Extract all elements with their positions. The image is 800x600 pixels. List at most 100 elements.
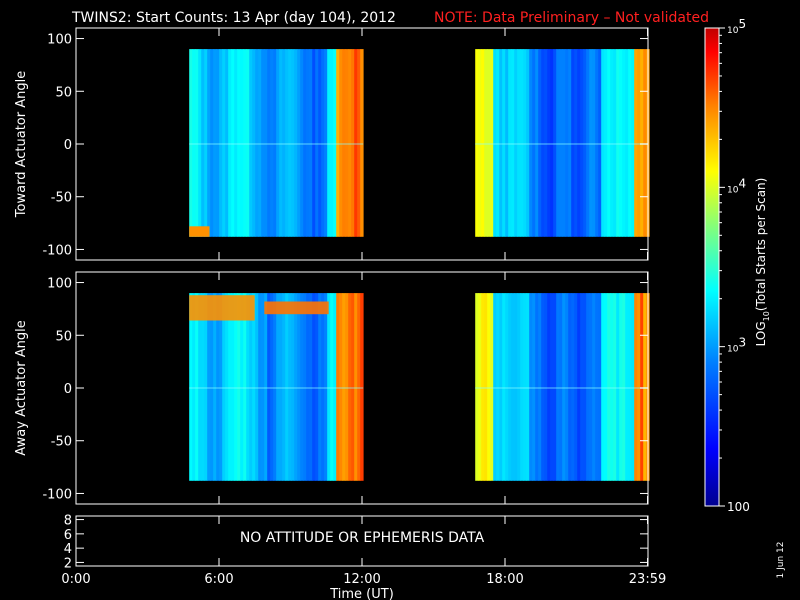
heatmap-column [640, 49, 644, 237]
heatmap-column [598, 293, 602, 481]
heatmap-column [514, 49, 518, 237]
heatmap-column [318, 293, 322, 481]
heatmap-column [207, 49, 211, 237]
heatmap-column [306, 49, 310, 237]
heatmap-column [565, 49, 569, 237]
heatmap-column [481, 293, 485, 481]
heatmap-column [610, 293, 614, 481]
y-tick-label: -50 [51, 191, 72, 206]
heatmap-column [520, 293, 524, 481]
heatmap-column [357, 49, 361, 237]
heatmap-column [294, 49, 298, 237]
heatmap-column [571, 49, 575, 237]
heatmap-column [505, 293, 509, 481]
heatmap-column [493, 49, 497, 237]
heatmap-column [640, 293, 644, 481]
heatmap-column [565, 293, 569, 481]
heatmap-column [204, 49, 208, 237]
heatmap-column [192, 49, 196, 237]
heatmap-column [502, 293, 506, 481]
heatmap-column [547, 49, 551, 237]
heatmap-away [189, 293, 650, 481]
heatmap-column [520, 49, 524, 237]
heatmap-column [210, 293, 214, 481]
heatmap-column [478, 49, 482, 237]
heatmap-column [321, 293, 325, 481]
heatmap-column [345, 293, 349, 481]
heatmap-column [586, 293, 590, 481]
heatmap-column [249, 293, 253, 481]
heatmap-column [493, 293, 497, 481]
heatmap-column [297, 293, 301, 481]
heatmap-column [559, 49, 563, 237]
heatmap-column [607, 49, 611, 237]
heatmap-column [550, 49, 554, 237]
heatmap-column [577, 49, 581, 237]
heatmap-column [613, 293, 617, 481]
heatmap-column [622, 293, 626, 481]
heatmap-column [228, 49, 232, 237]
heatmap-column [634, 49, 638, 237]
x-tick-label: 12:00 [343, 572, 380, 587]
heatmap-column [625, 49, 629, 237]
heatmap-column [321, 49, 325, 237]
heatmap-column [643, 293, 647, 481]
heatmap-column [342, 293, 346, 481]
heatmap-column [535, 49, 539, 237]
heatmap-column [601, 293, 605, 481]
y-tick-label: 100 [47, 33, 72, 48]
heatmap-hot-corner [189, 226, 210, 237]
heatmap-column [553, 49, 557, 237]
heatmap-column [189, 293, 193, 481]
heatmap-column [348, 293, 352, 481]
heatmap-column [589, 293, 593, 481]
heatmap-column [306, 293, 310, 481]
heatmap-column [628, 49, 632, 237]
heatmap-column [234, 293, 238, 481]
colorbar-label-rest: (Total Starts per Scan) [754, 178, 768, 312]
heatmap-column [252, 49, 256, 237]
heatmap-column [309, 293, 313, 481]
heatmap-column [604, 49, 608, 237]
heatmap-column [619, 293, 623, 481]
heatmap-column [189, 49, 193, 237]
heatmap-column [475, 293, 479, 481]
heatmap-column [348, 49, 352, 237]
heatmap-column [237, 49, 241, 237]
heatmap-column [351, 49, 355, 237]
heatmap-column [282, 49, 286, 237]
heatmap-column [622, 49, 626, 237]
heatmap-column [285, 293, 289, 481]
y-tick-label: 50 [55, 85, 72, 100]
heatmap-column [487, 49, 491, 237]
y-tick-label: 50 [55, 329, 72, 344]
heatmap-column [529, 293, 533, 481]
heatmap-column [195, 49, 199, 237]
panel-toward-x-ticks [75, 28, 649, 260]
heatmap-column [339, 49, 343, 237]
heatmap-column [201, 49, 205, 237]
heatmap-column [288, 49, 292, 237]
heatmap-column [360, 293, 364, 481]
heatmap-column [213, 293, 217, 481]
heatmap-column [312, 293, 316, 481]
heatmap-column [258, 293, 262, 481]
heatmap-column [556, 49, 560, 237]
heatmap-column [544, 49, 548, 237]
heatmap-column [228, 293, 232, 481]
heatmap-column [303, 49, 307, 237]
heatmap-hot-band [189, 295, 255, 321]
heatmap-column [532, 49, 536, 237]
heatmap-column [342, 49, 346, 237]
colorbar-tick-label: 100 [727, 500, 750, 514]
heatmap-hot-band [264, 301, 329, 315]
heatmap-column [285, 49, 289, 237]
heatmap-column [556, 293, 560, 481]
heatmap-column [580, 49, 584, 237]
heatmap-column [523, 293, 527, 481]
heatmap-column [333, 49, 337, 237]
y-tick-label: -100 [42, 487, 72, 502]
heatmap-column [195, 293, 199, 481]
x-tick-labels: 0:00 6:00 12:00 18:00 23:59 [61, 572, 666, 587]
